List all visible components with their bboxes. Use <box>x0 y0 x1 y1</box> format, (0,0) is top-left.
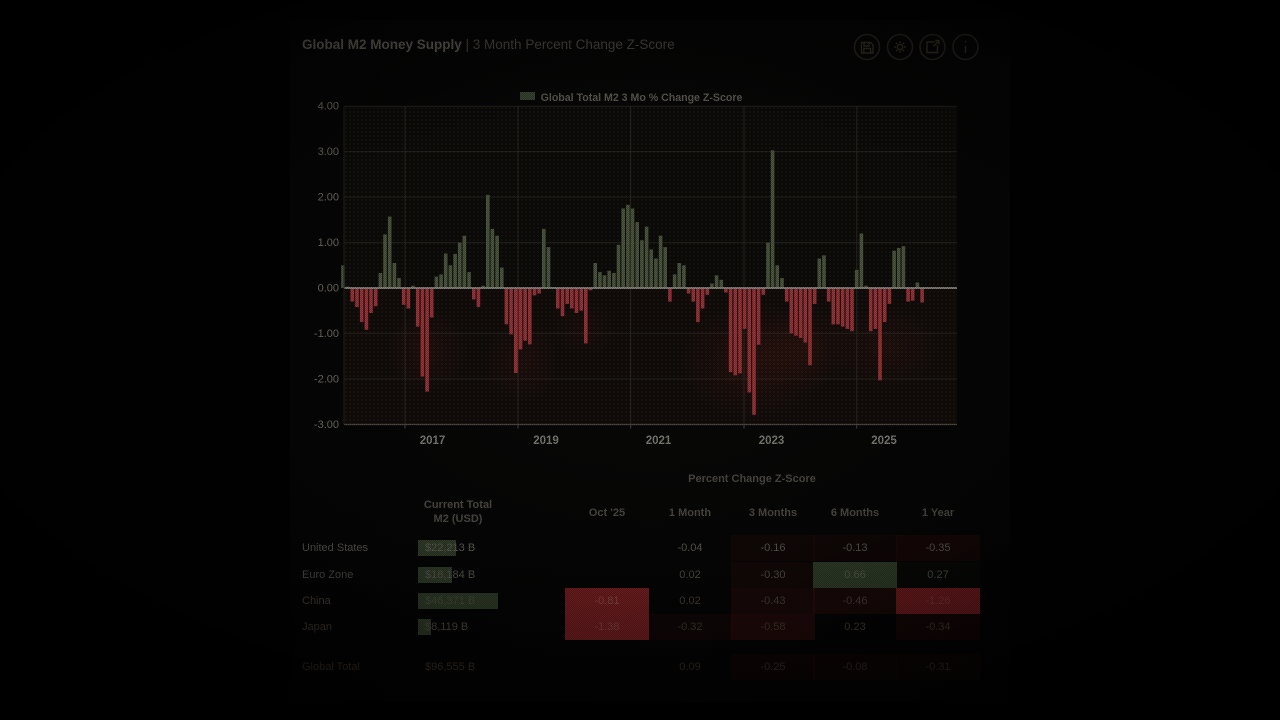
svg-text:-1.00: -1.00 <box>314 328 339 340</box>
svg-text:2021: 2021 <box>646 435 672 447</box>
svg-text:0.00: 0.00 <box>318 283 339 295</box>
svg-text:-3.00: -3.00 <box>314 419 339 431</box>
svg-text:4.00: 4.00 <box>318 101 339 113</box>
svg-text:1.00: 1.00 <box>318 237 339 249</box>
svg-text:2023: 2023 <box>759 435 785 447</box>
svg-text:2017: 2017 <box>420 435 446 447</box>
svg-text:2025: 2025 <box>871 435 897 447</box>
svg-text:-2.00: -2.00 <box>314 373 339 385</box>
svg-text:2019: 2019 <box>533 435 559 447</box>
svg-text:2.00: 2.00 <box>318 192 339 204</box>
svg-text:3.00: 3.00 <box>318 146 339 158</box>
